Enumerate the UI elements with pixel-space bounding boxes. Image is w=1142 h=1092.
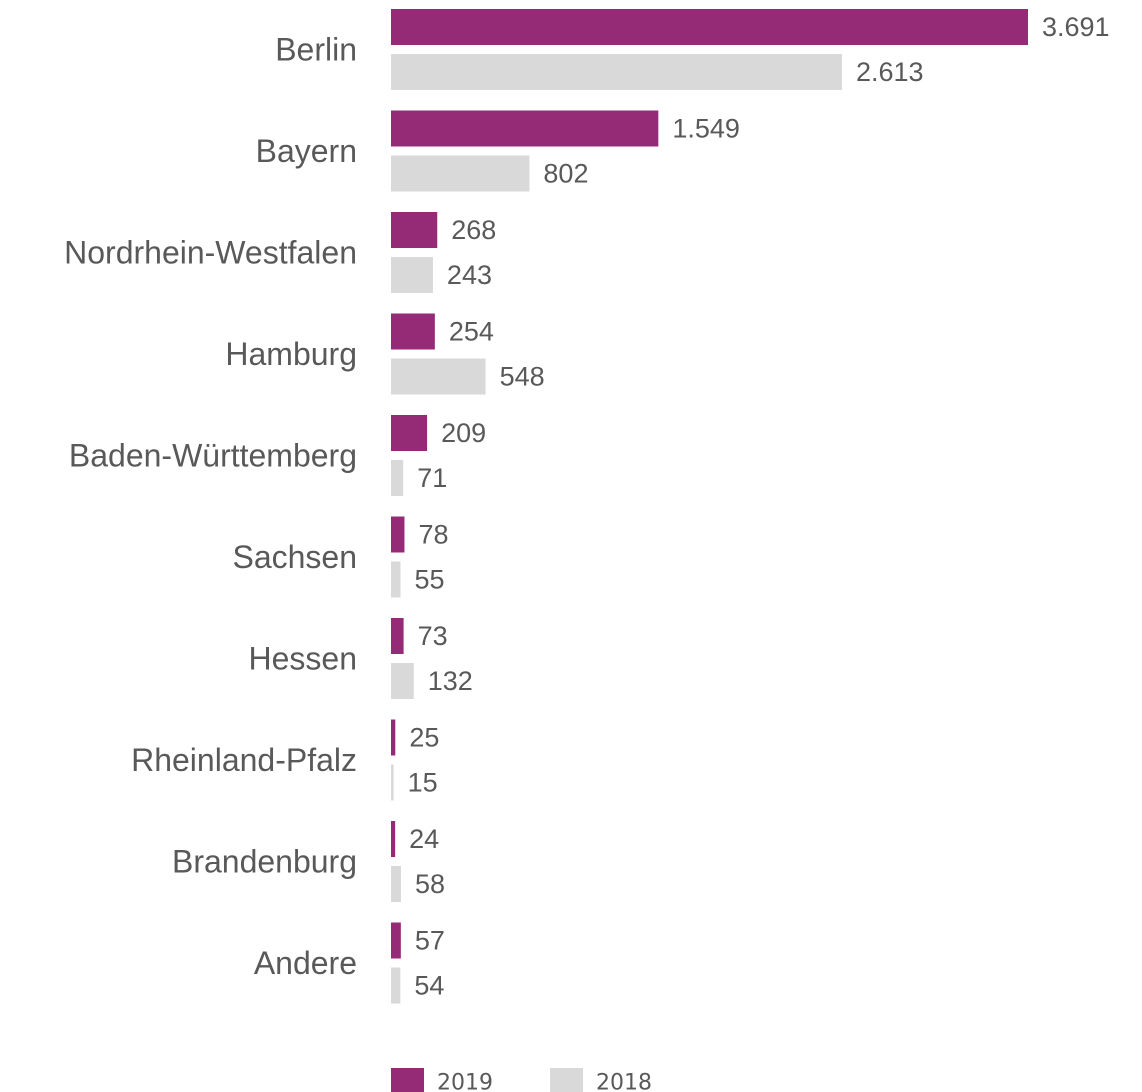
bar-2018 xyxy=(391,257,433,293)
bar-2018 xyxy=(391,967,401,1004)
data-label: 78 xyxy=(418,520,448,550)
bar-2019 xyxy=(391,821,396,857)
data-label: 268 xyxy=(451,215,496,245)
bar-2019 xyxy=(391,212,438,248)
category-label: Brandenburg xyxy=(172,844,357,880)
category-label: Hessen xyxy=(249,641,358,677)
bar-2018 xyxy=(391,54,842,90)
category-label: Bayern xyxy=(256,133,357,169)
bar-2019 xyxy=(391,415,428,451)
bar-2018 xyxy=(391,866,402,902)
data-label: 243 xyxy=(447,260,492,290)
data-label: 1.549 xyxy=(672,114,740,144)
legend-swatch-2019 xyxy=(391,1068,424,1092)
category-label: Baden-Württemberg xyxy=(69,438,357,474)
legend-label: 2018 xyxy=(596,1071,652,1092)
chart-legend: 2019 2018 xyxy=(391,1068,652,1092)
bar-2018 xyxy=(391,155,530,192)
data-label: 71 xyxy=(417,463,447,493)
data-label: 802 xyxy=(543,159,588,189)
bar-2018 xyxy=(391,460,404,496)
data-label: 15 xyxy=(408,768,438,798)
bar-2019 xyxy=(391,516,405,553)
data-label: 58 xyxy=(415,869,445,899)
data-label: 55 xyxy=(414,565,444,595)
data-label: 132 xyxy=(428,666,473,696)
category-label: Rheinland-Pfalz xyxy=(131,742,357,778)
bar-2019 xyxy=(391,9,1028,45)
data-label: 25 xyxy=(409,723,439,753)
category-label: Hamburg xyxy=(225,336,357,372)
data-label: 24 xyxy=(409,824,439,854)
bar-2019 xyxy=(391,313,435,350)
bar-2019 xyxy=(391,719,396,756)
legend-label: 2019 xyxy=(437,1071,493,1092)
bar-2019 xyxy=(391,618,404,654)
category-label: Berlin xyxy=(275,32,357,68)
bar-2018 xyxy=(391,561,401,598)
category-label: Andere xyxy=(254,945,357,981)
chart-plot-area: Berlin 3.691 2.613 Bayern 1.549 802 Nordrhein-… xyxy=(64,9,1110,1004)
category-label: Sachsen xyxy=(232,539,357,575)
data-label: 2.613 xyxy=(856,57,924,87)
legend-swatch-2018 xyxy=(550,1068,583,1092)
bar-2019 xyxy=(391,110,659,147)
bar-2019 xyxy=(391,922,401,959)
bar-2018 xyxy=(391,764,394,801)
data-label: 54 xyxy=(414,971,444,1001)
data-label: 3.691 xyxy=(1042,12,1110,42)
category-label: Nordrhein-Westfalen xyxy=(64,235,357,271)
data-label: 209 xyxy=(441,418,486,448)
data-label: 57 xyxy=(415,926,445,956)
data-label: 254 xyxy=(449,317,494,347)
bar-2018 xyxy=(391,358,486,395)
data-label: 548 xyxy=(500,362,545,392)
bar-2018 xyxy=(391,663,414,699)
data-label: 73 xyxy=(418,621,448,651)
